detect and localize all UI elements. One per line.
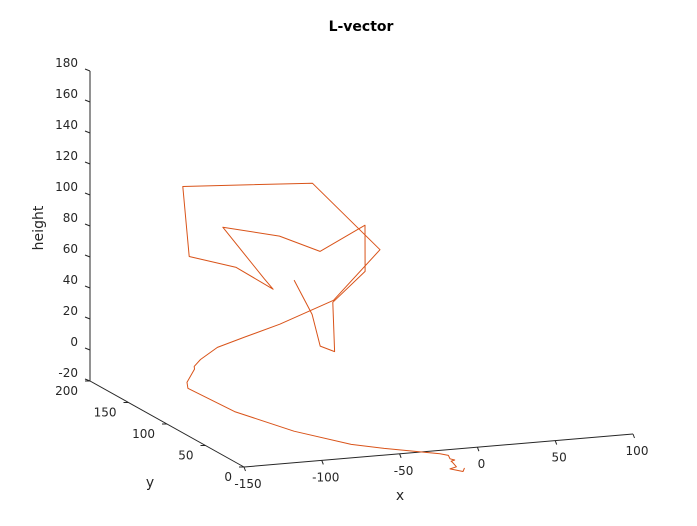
z-tick-mark [84,285,91,289]
z-tick-mark [84,192,91,196]
x-tick-label: -100 [312,470,339,484]
z-tick-label: 20 [63,304,78,318]
x-tick-mark [399,453,402,458]
x-tick-label: -150 [234,477,261,491]
x-tick-label: 100 [626,444,649,458]
x-tick-mark [321,460,324,465]
x-tick-mark [632,433,635,439]
tick-labels: -150 -100 -50 0 50 100 0 50 100 150 200 -20 0 20 40 60 8… [55,56,648,491]
z-tick-mark [84,347,91,351]
z-tick-mark [84,68,91,72]
x-tick-label: 0 [478,457,486,471]
z-tick-label: -20 [58,366,78,380]
x-tick-label: -50 [394,464,414,478]
y-tick-label: 150 [94,406,117,420]
z-tick-label: 120 [55,149,78,163]
x-tick-mark [554,440,558,445]
z-tick-label: 80 [63,211,78,225]
y-axis-label: y [146,475,154,491]
chart-title: L-vector [329,19,394,35]
z-tick-mark [84,378,91,382]
z-tick-label: 180 [55,56,78,70]
y-tick-label: 100 [132,427,155,441]
z-tick-label: 40 [63,273,78,287]
z-tick-mark [84,254,91,258]
plot-area [182,182,465,472]
z-axis-label: height [31,205,47,250]
y-tick-label: 50 [178,449,193,463]
x-tick-mark [243,466,246,472]
z-tick-mark [84,161,91,165]
z-tick-label: 140 [55,118,78,132]
z-tick-label: 100 [55,180,78,194]
z-tick-mark [84,130,91,134]
z-tick-label: 160 [55,87,78,101]
axes-frame [84,68,635,472]
z-tick-label: 60 [63,242,78,256]
y-tick-label: 0 [224,470,232,484]
x-tick-label: 50 [552,451,567,465]
z-tick-mark [84,316,91,320]
series-line [182,182,465,472]
y-tick-label: 200 [55,384,78,398]
x-tick-mark [476,447,480,452]
z-tick-label: 0 [70,335,78,349]
z-tick-mark [84,223,91,227]
x-axis-label: x [396,488,404,504]
z-tick-mark [84,99,91,103]
x-axis-line [243,433,634,468]
